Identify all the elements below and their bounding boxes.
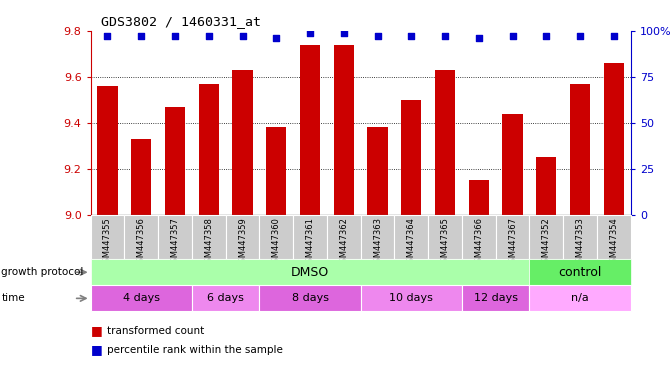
Text: percentile rank within the sample: percentile rank within the sample: [107, 345, 283, 355]
Text: GSM447359: GSM447359: [238, 217, 247, 268]
Point: [541, 33, 552, 39]
Bar: [368, 127, 388, 215]
Text: GDS3802 / 1460331_at: GDS3802 / 1460331_at: [101, 15, 262, 28]
Text: ■: ■: [91, 324, 106, 337]
Point: [271, 35, 282, 41]
Text: GSM447355: GSM447355: [103, 217, 112, 268]
Point: [609, 33, 619, 39]
Text: GSM447360: GSM447360: [272, 217, 280, 268]
Text: GSM447361: GSM447361: [305, 217, 315, 268]
Text: GSM447366: GSM447366: [474, 217, 483, 268]
Point: [170, 33, 180, 39]
Bar: [468, 180, 489, 215]
Point: [102, 33, 113, 39]
Bar: [232, 70, 252, 215]
Bar: [462, 215, 496, 259]
Point: [338, 30, 349, 36]
Text: GSM447358: GSM447358: [204, 217, 213, 268]
Bar: [401, 100, 421, 215]
Point: [372, 33, 383, 39]
Point: [440, 33, 450, 39]
Text: GSM447357: GSM447357: [170, 217, 179, 268]
Text: 12 days: 12 days: [474, 293, 518, 303]
Bar: [570, 84, 590, 215]
Bar: [536, 157, 556, 215]
Bar: [260, 285, 361, 311]
Bar: [124, 215, 158, 259]
Bar: [131, 139, 152, 215]
Text: 8 days: 8 days: [291, 293, 329, 303]
Point: [507, 33, 518, 39]
Bar: [266, 127, 287, 215]
Text: time: time: [1, 293, 25, 303]
Text: GSM447352: GSM447352: [542, 217, 551, 268]
Bar: [165, 107, 185, 215]
Bar: [361, 215, 395, 259]
Bar: [503, 114, 523, 215]
Text: GSM447356: GSM447356: [137, 217, 146, 268]
Point: [575, 33, 586, 39]
Text: growth protocol: growth protocol: [1, 267, 84, 277]
Bar: [395, 215, 428, 259]
Text: control: control: [558, 266, 602, 279]
Point: [305, 30, 315, 36]
Text: GSM447353: GSM447353: [576, 217, 584, 268]
Bar: [333, 45, 354, 215]
Bar: [496, 215, 529, 259]
Bar: [91, 285, 192, 311]
Bar: [529, 215, 563, 259]
Bar: [361, 285, 462, 311]
Text: n/a: n/a: [571, 293, 589, 303]
Bar: [435, 70, 455, 215]
Bar: [327, 215, 361, 259]
Bar: [91, 259, 529, 285]
Bar: [225, 215, 260, 259]
Bar: [529, 285, 631, 311]
Point: [406, 33, 417, 39]
Bar: [597, 215, 631, 259]
Bar: [192, 285, 260, 311]
Bar: [604, 63, 624, 215]
Point: [237, 33, 248, 39]
Text: transformed count: transformed count: [107, 326, 205, 336]
Text: GSM447365: GSM447365: [441, 217, 450, 268]
Point: [136, 33, 146, 39]
Bar: [293, 215, 327, 259]
Point: [474, 35, 484, 41]
Text: DMSO: DMSO: [291, 266, 329, 279]
Bar: [260, 215, 293, 259]
Bar: [428, 215, 462, 259]
Point: [203, 33, 214, 39]
Text: GSM447364: GSM447364: [407, 217, 416, 268]
Text: GSM447367: GSM447367: [508, 217, 517, 268]
Text: GSM447362: GSM447362: [340, 217, 348, 268]
Bar: [462, 285, 529, 311]
Text: ■: ■: [91, 343, 106, 356]
Text: 10 days: 10 days: [389, 293, 433, 303]
Bar: [97, 86, 117, 215]
Bar: [300, 45, 320, 215]
Bar: [91, 215, 124, 259]
Text: 6 days: 6 days: [207, 293, 244, 303]
Bar: [199, 84, 219, 215]
Text: GSM447363: GSM447363: [373, 217, 382, 268]
Bar: [563, 215, 597, 259]
Bar: [158, 215, 192, 259]
Bar: [529, 259, 631, 285]
Bar: [192, 215, 225, 259]
Text: GSM447354: GSM447354: [609, 217, 619, 268]
Text: 4 days: 4 days: [123, 293, 160, 303]
